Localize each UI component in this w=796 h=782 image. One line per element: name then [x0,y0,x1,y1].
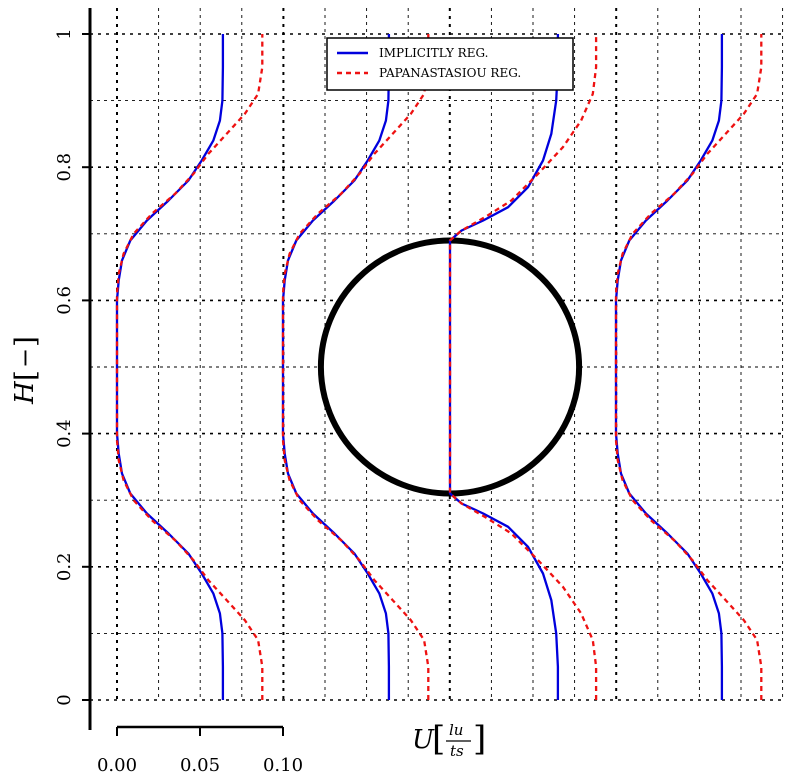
legend-box [326,37,574,91]
x-scale-tick-label: 0.05 [180,755,220,776]
y-axis-label-bracket-right: ] [9,336,42,347]
y-tick-label: 0.6 [54,286,75,315]
x-axis-label: U [ lu ts ] [412,719,486,760]
series-implicit-profile-2 [281,34,391,700]
x-axis-label-bracket-left: [ [432,719,445,759]
y-axis-label-bracket-left: [ [9,370,42,381]
x-axis-label-bracket-right: ] [473,719,486,759]
x-axis-label-unit-numerator: lu [449,721,463,739]
x-scale-tick-label: 0.10 [263,755,303,776]
legend-label-papanastasiou: PAPANASTASIOU REG. [379,66,521,80]
series-papanastasiou-profile-2 [281,34,430,700]
y-tick-label: 0 [54,694,75,705]
legend: IMPLICITLY REG. PAPANASTASIOU REG. [326,37,574,91]
y-axis-label-symbol: H [10,380,40,405]
y-tick-label: 1 [54,28,75,39]
axes-layer: 0 0.2 0.4 0.6 0.8 1 0.00 0.05 0.10 [54,8,303,776]
series-papanastasiou-profile-1 [115,34,264,700]
series-layer [115,34,763,700]
x-axis-label-unit-denominator: ts [450,742,464,760]
series-papanastasiou-profile-3 [448,34,598,700]
y-axis-label-unit: − [11,348,39,368]
x-scale-tick-label: 0.00 [97,755,137,776]
x-axis-label-symbol: U [412,725,435,755]
series-papanastasiou-profile-4 [614,34,763,700]
series-implicit-profile-3 [448,34,560,700]
series-implicit-profile-4 [614,34,724,700]
y-axis-label: H [ − ] [9,336,42,405]
y-tick-label: 0.8 [54,153,75,182]
series-implicit-profile-1 [115,34,225,700]
y-tick-label: 0.4 [54,419,75,448]
y-tick-label: 0.2 [54,552,75,581]
legend-label-implicit: IMPLICITLY REG. [379,46,488,60]
